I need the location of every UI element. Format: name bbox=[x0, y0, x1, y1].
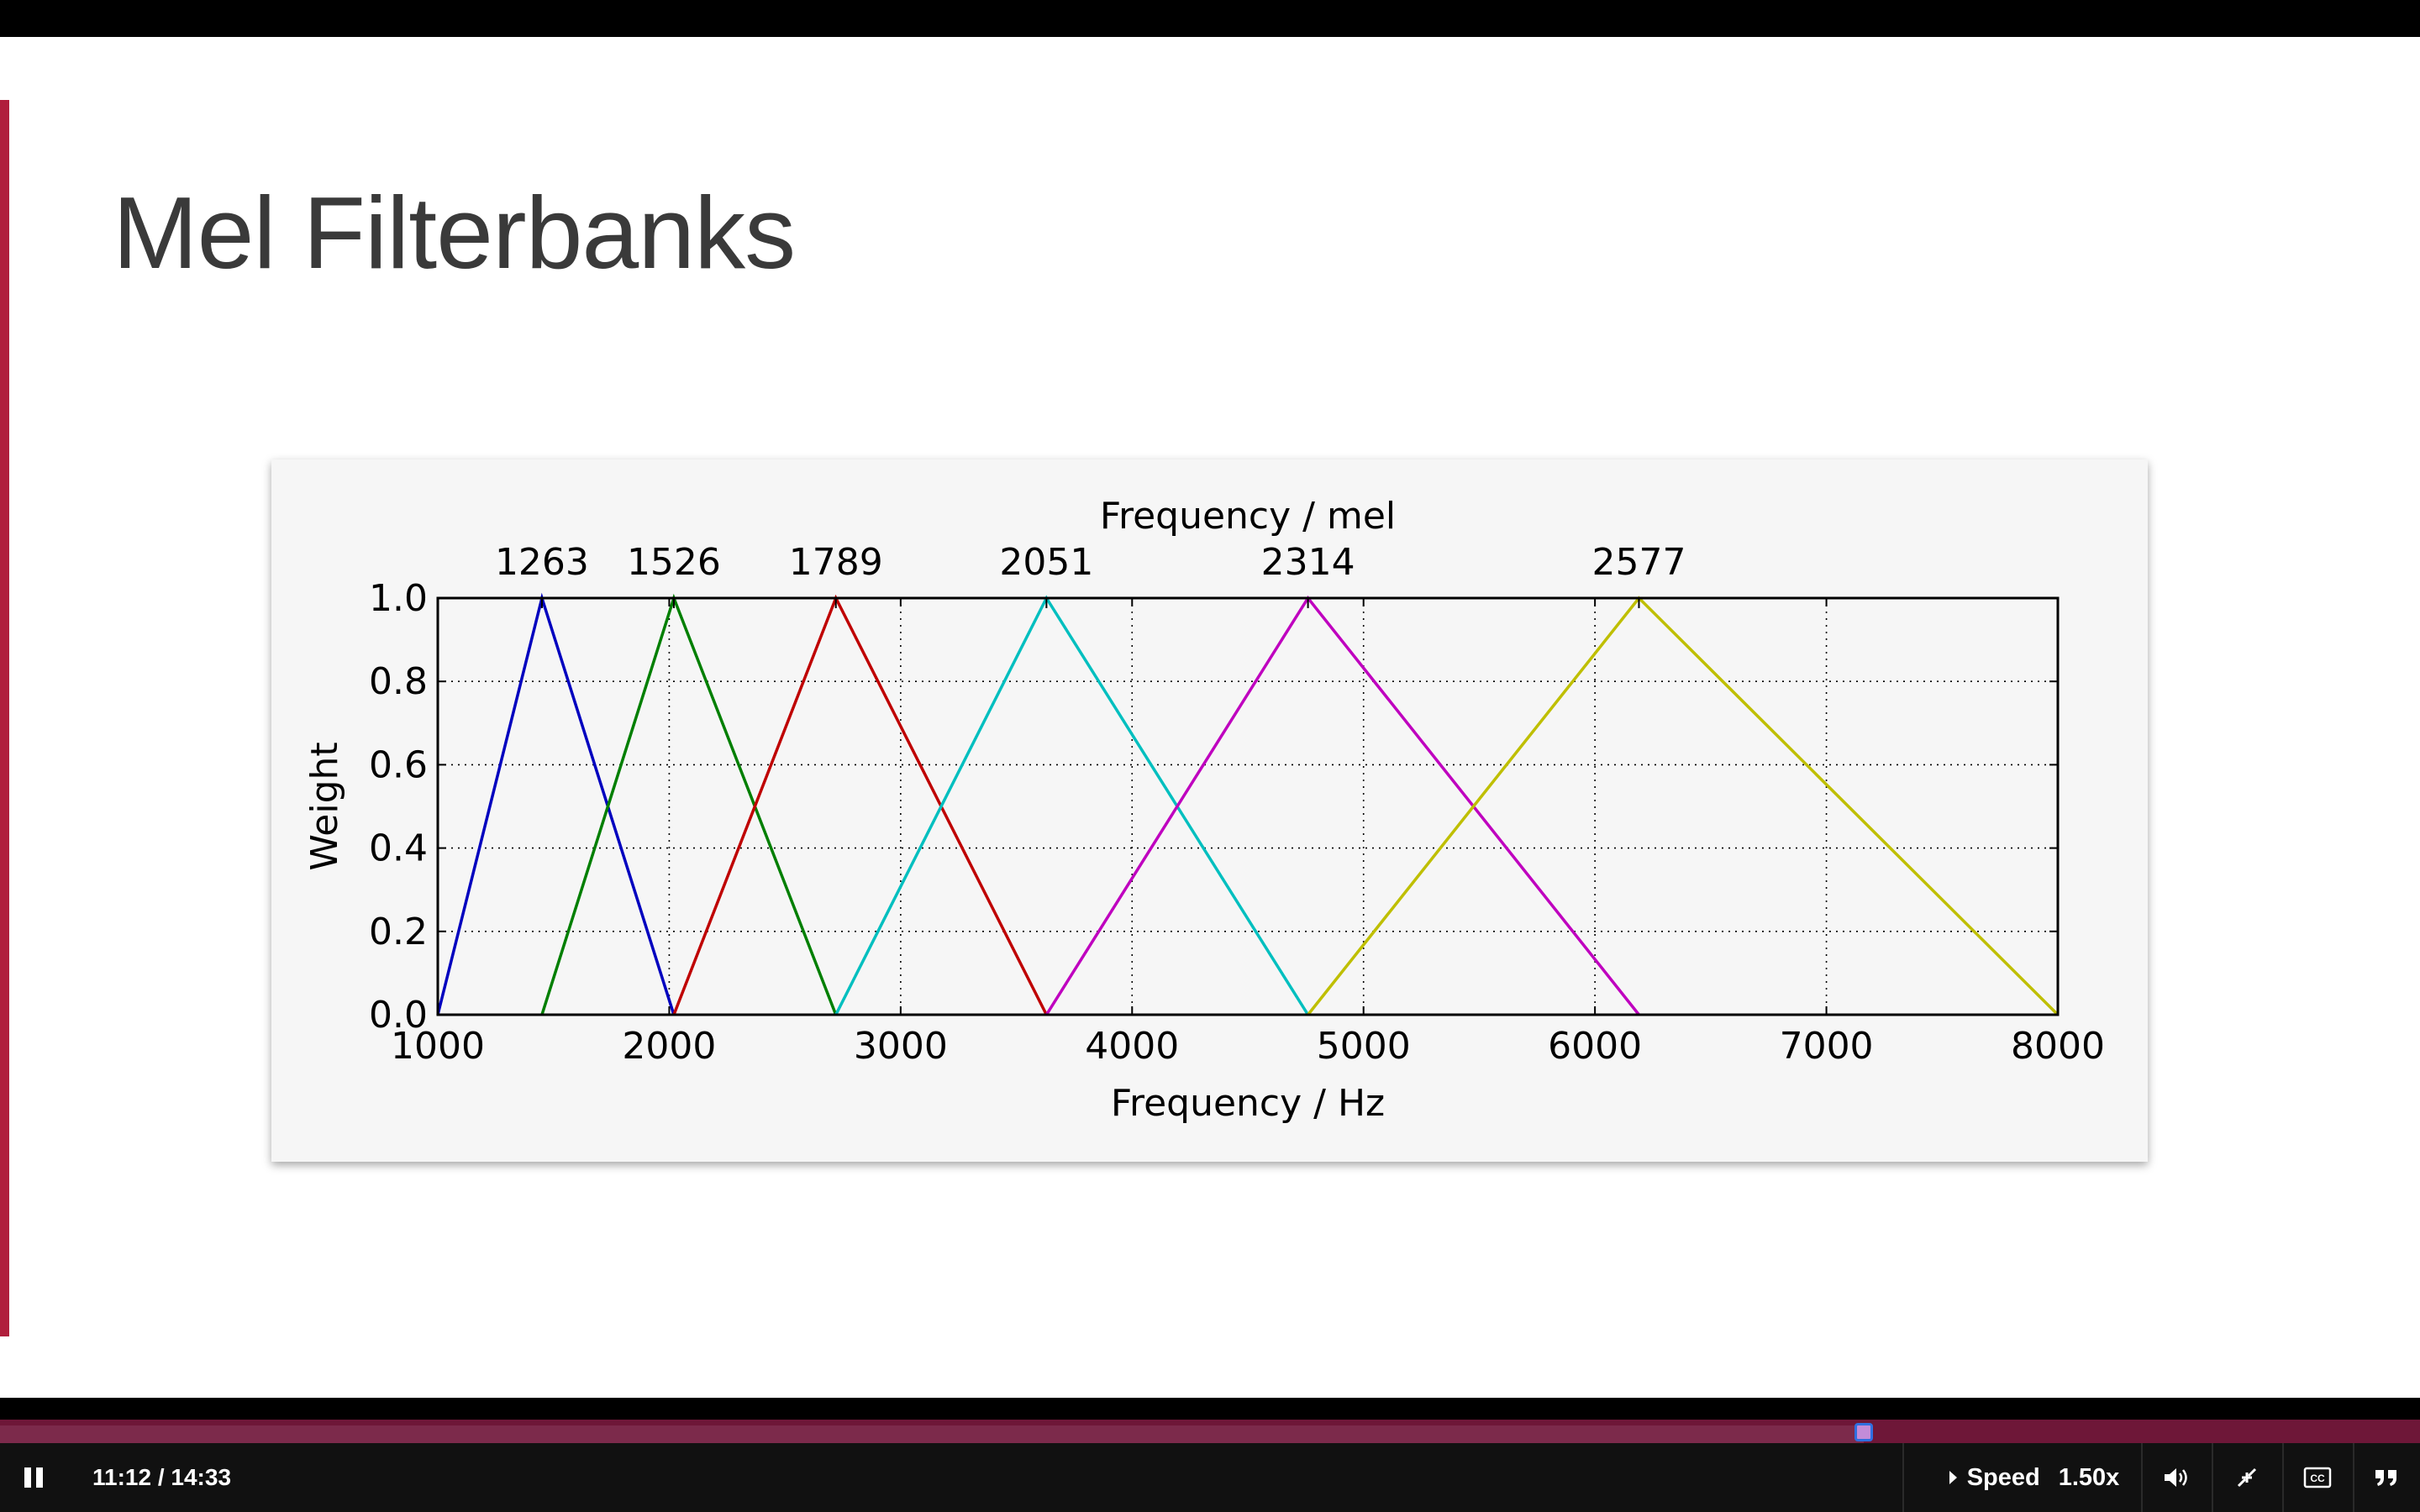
mel-filterbank-chart: 1000 2000 3000 4000 5000 6000 7000 8000 0.0 0.2 0.… bbox=[303, 495, 2105, 1125]
divider bbox=[2212, 1443, 2213, 1512]
y-tick-label: 0.8 bbox=[369, 660, 428, 703]
filter-series-line bbox=[436, 592, 676, 1016]
filter-series-line bbox=[834, 595, 1310, 1016]
closed-captions-icon: CC bbox=[2303, 1467, 2332, 1488]
x-tick-label: 3000 bbox=[854, 1025, 948, 1068]
x-tick-label: 2000 bbox=[622, 1025, 716, 1068]
chart-series bbox=[436, 592, 2060, 1016]
divider bbox=[2141, 1443, 2143, 1512]
exit-fullscreen-icon bbox=[2237, 1467, 2257, 1488]
x-tick-label: 8000 bbox=[2011, 1025, 2105, 1068]
x-tick-label: 6000 bbox=[1548, 1025, 1642, 1068]
volume-icon bbox=[2165, 1468, 2187, 1487]
time-display: 11:12 / 14:33 bbox=[92, 1464, 232, 1490]
x-tick-label: 5000 bbox=[1317, 1025, 1411, 1068]
y-tick-label: 0.4 bbox=[369, 827, 428, 870]
y-tick-label: 0.6 bbox=[369, 743, 428, 786]
filter-series-line bbox=[672, 594, 1048, 1016]
captions-button[interactable]: CC bbox=[2284, 1443, 2351, 1512]
pause-button[interactable] bbox=[15, 1443, 52, 1512]
chart-figure: 1000 2000 3000 4000 5000 6000 7000 8000 0.0 0.2 0.… bbox=[271, 459, 2148, 1162]
filter-series-line bbox=[1044, 595, 1640, 1016]
pause-icon-bar bbox=[36, 1467, 43, 1488]
exit-fullscreen-button[interactable] bbox=[2213, 1443, 2281, 1512]
top-tick-label: 2577 bbox=[1591, 541, 1686, 584]
x-tick-label: 1000 bbox=[391, 1025, 485, 1068]
divider bbox=[2282, 1443, 2284, 1512]
speed-value: 1.50x bbox=[2058, 1463, 2120, 1491]
top-tick-label: 1526 bbox=[627, 541, 721, 584]
y-tick-label: 1.0 bbox=[369, 577, 428, 620]
speed-button[interactable]: Speed 1.50x bbox=[1929, 1443, 2139, 1512]
top-tick-label: 2314 bbox=[1261, 541, 1355, 584]
player-control-bar bbox=[0, 1443, 2420, 1512]
volume-button[interactable] bbox=[2143, 1443, 2210, 1512]
y-axis-label: Weight bbox=[303, 742, 346, 870]
chart-grid bbox=[437, 597, 2059, 1016]
quote-icon bbox=[2375, 1470, 2396, 1486]
top-tick-label: 1789 bbox=[789, 541, 883, 584]
filter-series-line bbox=[540, 593, 838, 1016]
slide-accent-bar bbox=[0, 100, 9, 1336]
filter-series-line bbox=[1307, 596, 2060, 1016]
speed-label: Speed bbox=[1966, 1463, 2040, 1491]
divider bbox=[1902, 1443, 1904, 1512]
pause-icon bbox=[24, 1467, 31, 1488]
caret-right-icon bbox=[1949, 1471, 1957, 1484]
progress-played bbox=[0, 1425, 1864, 1444]
slide-title: Mel Filterbanks bbox=[113, 176, 796, 290]
svg-text:CC: CC bbox=[2310, 1473, 2325, 1484]
chart-ticks: 1000 2000 3000 4000 5000 6000 7000 8000 0.0 0.2 0.… bbox=[369, 541, 2105, 1068]
plot-frame bbox=[436, 596, 2060, 1016]
progress-scrubber[interactable] bbox=[1854, 1423, 1873, 1441]
x-tick-label: 4000 bbox=[1085, 1025, 1179, 1068]
y-tick-label: 0.0 bbox=[369, 994, 428, 1037]
y-tick-label: 0.2 bbox=[369, 911, 428, 953]
top-tick-label: 2051 bbox=[999, 541, 1093, 584]
x-tick-label: 7000 bbox=[1780, 1025, 1874, 1068]
top-tick-label: 1263 bbox=[495, 541, 589, 584]
top-axis-label: Frequency / mel bbox=[1100, 495, 1396, 538]
divider bbox=[2353, 1443, 2354, 1512]
x-axis-label: Frequency / Hz bbox=[1111, 1082, 1385, 1125]
transcript-button[interactable] bbox=[2353, 1443, 2420, 1512]
